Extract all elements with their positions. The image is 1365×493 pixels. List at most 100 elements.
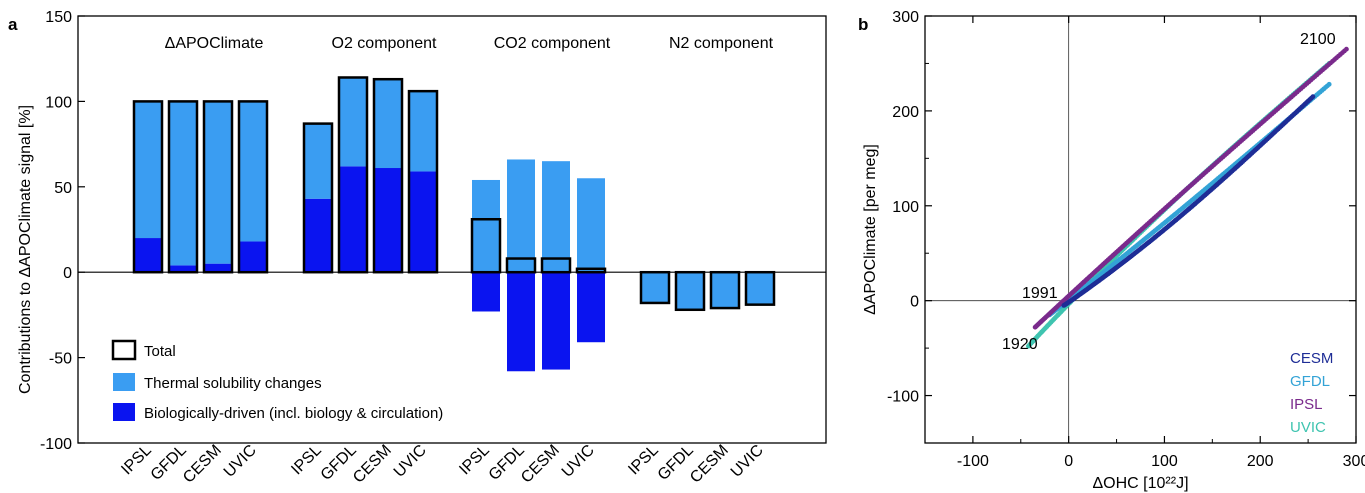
bar-thermal bbox=[204, 101, 232, 264]
panel-b-points bbox=[1026, 46, 1349, 349]
bar-thermal bbox=[507, 159, 535, 273]
model-label: CESM bbox=[687, 442, 732, 487]
point-ipsl bbox=[1344, 46, 1349, 52]
frame-b bbox=[924, 15, 1357, 444]
bar-thermal bbox=[676, 272, 704, 310]
model-label: UVIC bbox=[559, 442, 598, 481]
bar-bio bbox=[204, 263, 232, 273]
legend-swatch-total bbox=[111, 339, 137, 361]
bar-thermal bbox=[304, 123, 332, 199]
bar-thermal bbox=[169, 101, 197, 266]
bar-total-outline bbox=[540, 257, 572, 274]
panel-a-legend: Total Thermal solubility changes Biologi… bbox=[111, 339, 443, 422]
model-label: UVIC bbox=[728, 442, 767, 481]
bar-bio bbox=[339, 166, 367, 273]
bar-bio bbox=[169, 265, 197, 273]
bar-total-outline bbox=[407, 89, 439, 274]
model-label: UVIC bbox=[391, 442, 430, 481]
bar-total-outline bbox=[337, 76, 369, 274]
bar-total-outline bbox=[575, 267, 607, 274]
xtick-label-b: 200 bbox=[1247, 453, 1274, 470]
bar-total-outline bbox=[302, 122, 334, 274]
bar-thermal bbox=[239, 101, 267, 242]
panel-b-ylabel: ΔAPOClimate [per meg] bbox=[862, 144, 879, 315]
model-label: CESM bbox=[350, 442, 395, 487]
xtick-label-b: 0 bbox=[1064, 453, 1073, 470]
panel-a-ylabel: Contributions to ΔAPOClimate signal [%] bbox=[17, 105, 34, 394]
panel-a-letter: a bbox=[8, 15, 18, 34]
point-gfdl bbox=[1326, 81, 1332, 87]
bar-bio bbox=[239, 241, 267, 273]
bar-thermal bbox=[134, 101, 162, 239]
bar-bio bbox=[409, 171, 437, 273]
xtick-label-b: -100 bbox=[957, 453, 989, 470]
bar-bio bbox=[507, 272, 535, 372]
group-label: O2 component bbox=[332, 35, 438, 52]
bar-total-outline bbox=[709, 270, 741, 310]
bar-thermal bbox=[641, 272, 669, 303]
ytick-label-b: -100 bbox=[887, 389, 919, 406]
bar-bio bbox=[472, 272, 500, 312]
legend-label-total: Total bbox=[144, 343, 176, 360]
legend-label-thermal: Thermal solubility changes bbox=[144, 375, 322, 392]
bar-bio bbox=[134, 238, 162, 273]
bar-total-outline bbox=[674, 270, 706, 312]
xtick-label-b: 100 bbox=[1151, 453, 1178, 470]
bar-bio bbox=[542, 272, 570, 370]
bar-total-outline bbox=[237, 100, 269, 274]
ytick-label-b: 0 bbox=[910, 294, 919, 311]
model-label: UVIC bbox=[221, 442, 260, 481]
ytick-label-a: -50 bbox=[49, 351, 72, 368]
legend-label-gfdl: GFDL bbox=[1290, 373, 1330, 390]
frame-a bbox=[77, 15, 827, 444]
group-label: CO2 component bbox=[494, 35, 611, 52]
legend-label-cesm: CESM bbox=[1290, 350, 1333, 367]
xtick-label-b: 300 bbox=[1343, 453, 1365, 470]
ytick-label-b: 200 bbox=[892, 104, 919, 121]
legend-swatch-bio bbox=[113, 403, 135, 421]
bar-thermal bbox=[339, 77, 367, 167]
legend-label-ipsl: IPSL bbox=[1290, 396, 1323, 413]
ytick-label-b: 300 bbox=[892, 9, 919, 26]
ytick-label-a: 0 bbox=[63, 265, 72, 282]
bar-total-outline bbox=[744, 270, 776, 306]
panel-a-bars bbox=[132, 76, 776, 372]
bar-total-outline bbox=[202, 100, 234, 274]
bar-total-outline bbox=[505, 257, 537, 274]
bar-total-outline bbox=[167, 100, 199, 274]
annotation-1920: 1920 bbox=[1002, 336, 1038, 353]
bar-thermal bbox=[472, 179, 500, 273]
ytick-label-a: 100 bbox=[45, 94, 72, 111]
bar-total-outline bbox=[132, 100, 164, 274]
bar-thermal bbox=[409, 91, 437, 172]
annotation-1991: 1991 bbox=[1022, 285, 1058, 302]
bar-thermal bbox=[711, 272, 739, 309]
point-cesm bbox=[1310, 94, 1316, 100]
model-label: CESM bbox=[518, 442, 563, 487]
bar-thermal bbox=[746, 272, 774, 305]
ytick-label-a: 50 bbox=[54, 180, 72, 197]
panel-b-letter: b bbox=[858, 15, 868, 34]
bar-thermal bbox=[577, 178, 605, 273]
bar-thermal bbox=[542, 161, 570, 273]
bar-bio bbox=[304, 198, 332, 273]
bar-total-outline bbox=[372, 77, 404, 274]
panel-b-xlabel: ΔOHC [10²²J] bbox=[1092, 475, 1188, 492]
group-label: ΔAPOClimate bbox=[165, 35, 264, 52]
model-label: CESM bbox=[180, 442, 225, 487]
panel-b-legend: CESM GFDL IPSL UVIC bbox=[1290, 350, 1333, 436]
annotation-2100: 2100 bbox=[1300, 31, 1336, 48]
bar-bio bbox=[577, 272, 605, 343]
legend-label-bio: Biologically-driven (incl. biology & cir… bbox=[144, 405, 443, 422]
ytick-label-a: -100 bbox=[40, 436, 72, 453]
ytick-label-a: 150 bbox=[45, 9, 72, 26]
ytick-label-b: 100 bbox=[892, 199, 919, 216]
bar-bio bbox=[374, 168, 402, 273]
bar-total-outline bbox=[470, 218, 502, 274]
bar-total-outline bbox=[639, 270, 671, 305]
group-label: N2 component bbox=[669, 35, 774, 52]
legend-label-uvic: UVIC bbox=[1290, 419, 1326, 436]
panel-b-axes: -100 0 100 200 300 -100 0 100 200 300 bbox=[887, 9, 1365, 470]
